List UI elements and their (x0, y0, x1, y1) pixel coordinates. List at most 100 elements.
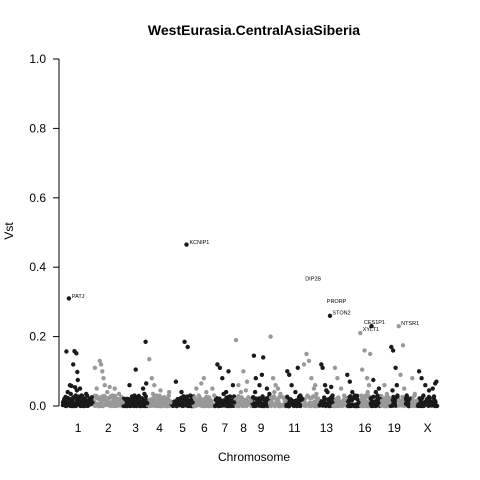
data-point (241, 369, 246, 374)
data-point (97, 358, 103, 364)
data-point (82, 396, 88, 402)
data-point (398, 372, 403, 377)
data-point (400, 343, 406, 348)
data-point (425, 403, 431, 408)
data-point (210, 386, 215, 391)
data-point (115, 396, 120, 402)
data-point (236, 383, 241, 388)
data-point (308, 403, 314, 409)
data-point (361, 398, 366, 403)
data-point (92, 403, 98, 408)
data-point (181, 395, 186, 401)
data-point (423, 383, 428, 388)
data-point (376, 386, 382, 391)
data-point (311, 394, 316, 399)
data-point (289, 383, 294, 388)
data-point (295, 365, 300, 370)
data-point (379, 403, 384, 408)
data-point (311, 386, 317, 391)
data-point (158, 388, 163, 393)
data-point (412, 391, 417, 397)
data-point (428, 399, 434, 404)
x-tick-label: 5 (179, 421, 186, 435)
data-point (197, 400, 203, 405)
data-point (345, 372, 350, 377)
data-point (358, 330, 363, 336)
data-point (270, 376, 276, 381)
x-tick-label: X (424, 421, 432, 435)
data-point (116, 391, 122, 397)
data-point (360, 403, 366, 409)
chart-title: WestEurasia.CentralAsiaSiberia (148, 22, 360, 38)
data-point (108, 401, 114, 406)
data-point (418, 398, 423, 403)
data-point (101, 403, 106, 409)
data-point (264, 386, 270, 391)
data-point (159, 401, 164, 406)
data-point (407, 396, 412, 402)
data-point (184, 242, 189, 247)
data-point (368, 351, 373, 357)
data-point (387, 400, 392, 405)
data-point (224, 400, 230, 405)
data-point (133, 367, 138, 372)
data-point (153, 403, 158, 409)
data-point (387, 396, 392, 401)
data-point (67, 401, 72, 406)
data-point (283, 398, 288, 403)
data-point (239, 400, 245, 405)
data-point (347, 379, 352, 384)
y-tick-label: 0.2 (29, 330, 46, 344)
data-point (243, 397, 248, 403)
data-point (373, 399, 378, 404)
data-point (143, 339, 148, 344)
data-point (313, 383, 318, 388)
data-point (236, 403, 241, 409)
data-point (322, 383, 328, 388)
data-point (64, 403, 69, 409)
data-point (98, 362, 104, 367)
data-point (96, 396, 101, 402)
data-point (145, 401, 150, 406)
data-point (75, 377, 81, 383)
y-axis-label: Vst (2, 222, 16, 240)
data-point (221, 391, 226, 397)
data-point (144, 381, 149, 386)
data-point (416, 369, 422, 374)
data-point (420, 403, 425, 408)
data-point (319, 362, 324, 367)
data-point (231, 400, 237, 405)
data-point (314, 391, 319, 397)
data-point (342, 393, 347, 398)
annotation-label: STON2 (332, 311, 350, 317)
data-point (257, 383, 262, 388)
data-point (371, 403, 376, 409)
data-point (309, 376, 314, 381)
data-point (173, 379, 179, 384)
data-point (246, 395, 251, 400)
data-point (204, 389, 209, 395)
data-point (405, 400, 411, 405)
data-point (126, 396, 131, 402)
data-point (273, 383, 278, 388)
data-point (139, 400, 145, 405)
data-point (209, 398, 214, 403)
data-point (67, 383, 73, 388)
data-point (326, 403, 331, 408)
data-point (338, 386, 344, 391)
data-point (120, 400, 125, 405)
data-point (253, 376, 258, 381)
data-point (253, 403, 258, 409)
data-point (287, 372, 292, 377)
data-point (392, 396, 397, 402)
x-tick-label: 2 (105, 421, 112, 435)
x-tick-label: 4 (156, 421, 163, 435)
data-point (262, 398, 268, 403)
data-point (255, 400, 260, 405)
data-point (220, 376, 225, 381)
data-point (129, 396, 135, 402)
data-point (186, 398, 192, 403)
data-point (393, 365, 398, 370)
data-point (103, 398, 109, 403)
